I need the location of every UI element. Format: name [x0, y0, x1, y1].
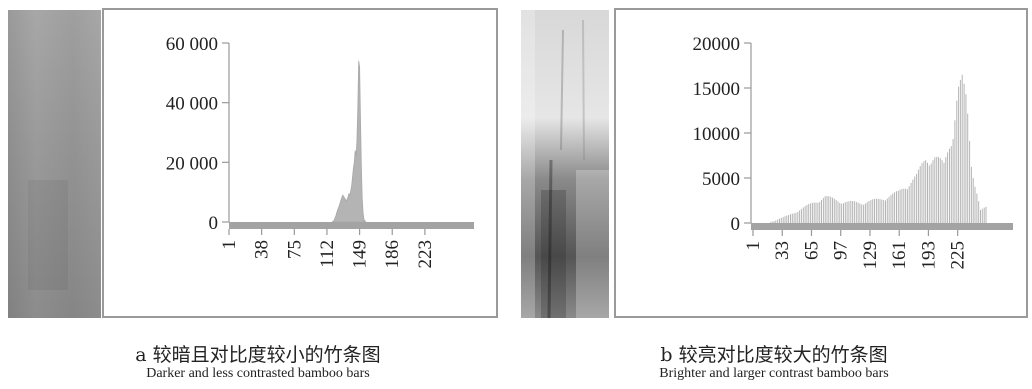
chart-1-x-tick-label: 97: [831, 241, 852, 260]
chart-0-y-tick-label: 40 000: [166, 94, 218, 115]
chart-1-y-tick-label: 10000: [693, 124, 741, 145]
bamboo-thumbnail-bright: [521, 10, 609, 318]
caption-b-text-zh: 较亮对比度较大的竹条图: [678, 344, 888, 366]
chart-0-x-tick-label: 112: [317, 240, 338, 268]
chart-0-y-tick-label: 0: [209, 213, 219, 234]
chart-1-x-tick-label: 1: [743, 241, 764, 251]
chart-1-y-tick-label: 20000: [693, 34, 741, 55]
chart-1-x-tick-label: 33: [772, 241, 793, 260]
chart-1-y-tick-label: 5000: [702, 169, 740, 190]
chart-1-x-tick-label: 129: [860, 241, 881, 270]
chart-0-x-tick-label: 149: [350, 240, 371, 269]
chart-1-x-tick-label: 161: [889, 241, 910, 270]
chart-1-x-tick-label: 193: [918, 241, 939, 270]
chart-0-x-tick-label: 75: [284, 240, 305, 259]
caption-a-en: Darker and less contrasted bamboo bars: [146, 366, 370, 381]
histogram-chart-b: 0 5000 10000 15000 20000 1 33 65 97 129 161 193 225: [693, 34, 1013, 270]
caption-a-text-zh: 较暗且对比度较小的竹条图: [152, 344, 381, 366]
chart-0-x-tick-label: 223: [415, 240, 436, 269]
histogram-frame-b: 0 5000 10000 15000 20000 1 33 65 97 129 161 193 225: [614, 8, 1028, 318]
chart-0-y-tick-label: 20 000: [166, 153, 218, 174]
caption-b-label: b: [660, 344, 673, 366]
chart-1-x-axis-band: [751, 223, 1013, 230]
caption-b-en: Brighter and larger contrast bamboo bars: [659, 366, 889, 381]
chart-1-y-tick-label: 0: [731, 214, 741, 235]
chart-0-y-tick-label: 60 000: [166, 34, 218, 55]
chart-1-x-tick-label: 65: [801, 241, 822, 260]
histogram-frame-a: 0 20 000 40 000 60 000 1 38 75 112 149 186 223: [102, 8, 498, 318]
chart-1-y-tick-label: 15000: [693, 79, 741, 100]
panel-a: 0 20 000 40 000 60 000 1 38 75 112 149 186 223 a 较…: [0, 8, 516, 381]
bamboo-thumbnail-dark: [8, 10, 101, 318]
chart-0-x-tick-label: 186: [382, 240, 403, 269]
caption-b-zh: b 较亮对比度较大的竹条图: [516, 340, 1032, 367]
chart-0-x-tick-label: 1: [219, 240, 240, 250]
caption-a-zh: a 较暗且对比度较小的竹条图: [0, 340, 516, 367]
chart-1-series-bars: [769, 74, 987, 223]
chart-1-x-tick-label: 225: [948, 241, 969, 270]
chart-0-x-tick-label: 38: [252, 240, 273, 259]
histogram-chart-a: 0 20 000 40 000 60 000 1 38 75 112 149 186 223: [166, 34, 474, 269]
caption-a-label: a: [135, 344, 147, 366]
panel-b: 0 5000 10000 15000 20000 1 33 65 97 129 161 193 225 …: [516, 0, 1032, 389]
chart-0-x-axis-band: [229, 222, 474, 229]
chart-0-series-area: [331, 60, 367, 223]
